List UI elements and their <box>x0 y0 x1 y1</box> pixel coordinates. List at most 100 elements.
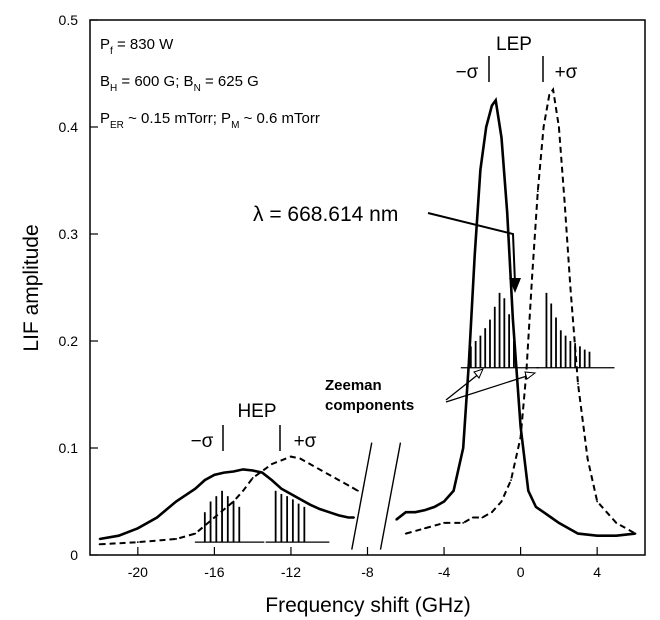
y-tick-label: 0.1 <box>59 440 79 456</box>
y-tick-label: 0 <box>70 547 78 563</box>
series-point <box>270 479 273 481</box>
series-point <box>577 382 579 385</box>
series-point <box>175 500 178 503</box>
series-point <box>251 477 254 479</box>
x-tick-label: 0 <box>517 564 525 580</box>
series-point <box>261 471 264 474</box>
series-point <box>473 254 476 257</box>
hep-plus-sigma: +σ <box>294 431 317 452</box>
series-point <box>536 190 539 193</box>
series-point <box>175 538 178 540</box>
series-point <box>557 522 560 524</box>
wavelength-label: λ = 668.614 nm <box>253 203 398 226</box>
series-point <box>328 473 331 476</box>
series-point <box>479 168 482 171</box>
series-point <box>462 522 465 524</box>
y-tick-label: 0.4 <box>59 119 79 135</box>
series-point <box>328 511 331 514</box>
series-point <box>481 516 484 519</box>
series-point <box>550 516 553 519</box>
axis-break <box>351 442 402 550</box>
zeeman-arrow-2 <box>445 374 531 403</box>
series-point <box>337 514 340 517</box>
series-point <box>203 479 206 481</box>
dashed-series-line <box>99 455 359 546</box>
series-point <box>194 487 197 490</box>
zeeman-label-line1: Zeeman <box>325 377 382 394</box>
series-point <box>615 522 618 524</box>
series-point <box>309 463 311 465</box>
lep-label: LEP <box>496 34 532 55</box>
series-point <box>242 489 245 492</box>
series-point <box>280 487 283 490</box>
series-point <box>563 201 566 203</box>
y-tick-label: 0.2 <box>59 333 79 349</box>
axis-break-mark <box>379 442 402 550</box>
condition-line: Pf = 830 W <box>100 36 174 57</box>
dashed-series-line <box>405 87 636 535</box>
series-point <box>490 104 493 107</box>
y-axis-label: LIF amplitude <box>20 224 43 351</box>
series-point <box>557 126 560 128</box>
hep-label: HEP <box>237 401 276 422</box>
axis-break-mark <box>351 442 373 550</box>
series-point <box>485 126 488 128</box>
zeeman-arrow-1 <box>445 372 481 401</box>
x-tick-label: -12 <box>281 564 301 580</box>
series-point <box>596 500 599 503</box>
series-point <box>596 534 599 537</box>
x-tick-label: -4 <box>438 564 451 580</box>
series-point <box>527 489 530 492</box>
plot-frame <box>89 19 646 556</box>
series-point <box>468 361 470 364</box>
series-point <box>136 527 139 530</box>
series-point <box>194 532 197 535</box>
series-point <box>98 543 101 546</box>
series-point <box>242 468 245 471</box>
series-point <box>500 500 503 503</box>
series-point <box>270 463 273 465</box>
series-point <box>567 527 570 530</box>
series-point <box>452 489 455 492</box>
series-point <box>404 532 407 535</box>
x-tick-label: -8 <box>361 564 374 580</box>
series-point <box>531 275 533 278</box>
x-tick-label: -16 <box>204 564 224 580</box>
series-point <box>577 532 579 535</box>
series-point <box>357 489 359 492</box>
zeeman-sticks <box>194 292 615 543</box>
series-point <box>414 511 417 514</box>
series-point <box>424 509 426 511</box>
zeeman-label-line2: components <box>325 397 414 414</box>
condition-line: PER ~ 0.15 mTorr; PM ~ 0.6 mTorr <box>100 110 320 131</box>
series-point <box>318 508 321 510</box>
x-tick-label: 4 <box>593 564 601 580</box>
series-point <box>586 457 589 460</box>
series-point <box>535 505 537 508</box>
series-point <box>136 541 139 544</box>
series-point <box>353 516 356 519</box>
series-point <box>494 99 497 102</box>
axis-ticks: -20 -16 -12 -8 -4 0 4 0 0.1 0.2 0.3 0.4 0.5 <box>59 12 602 580</box>
series-point <box>347 484 350 487</box>
series-point <box>433 505 436 508</box>
series-point <box>309 503 311 506</box>
series-point <box>490 511 493 514</box>
series-point <box>290 493 292 495</box>
series-point <box>223 471 225 474</box>
series-point <box>424 527 426 530</box>
lep-minus-sigma: −σ <box>456 62 479 83</box>
series-point <box>542 126 545 128</box>
series-point <box>290 455 292 458</box>
series-point <box>443 500 445 503</box>
solid-series-line <box>395 96 636 538</box>
series-point <box>506 211 509 214</box>
series-point <box>347 516 350 519</box>
series-point <box>510 479 512 481</box>
series-point <box>443 522 445 524</box>
series-point <box>542 511 545 514</box>
series-point <box>395 518 398 521</box>
hep-minus-sigma: −σ <box>191 431 214 452</box>
series-point <box>299 498 302 501</box>
